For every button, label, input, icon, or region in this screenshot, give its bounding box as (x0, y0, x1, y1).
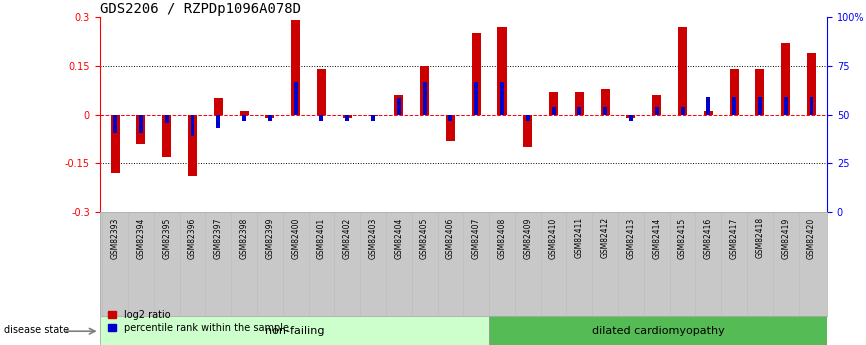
Bar (629, 115, 633, 121)
Bar (497, 27, 507, 115)
Text: non-failing: non-failing (265, 326, 324, 336)
Bar (191, 115, 194, 136)
Bar (758, 97, 762, 115)
Bar (472, 33, 481, 115)
Text: GSM82396: GSM82396 (188, 217, 197, 259)
Bar (294, 82, 298, 115)
Bar (162, 115, 171, 157)
Bar (575, 92, 584, 115)
Text: GSM82398: GSM82398 (240, 217, 249, 259)
Text: GSM82402: GSM82402 (343, 217, 352, 259)
Bar (704, 111, 713, 115)
Legend: log2 ratio, percentile rank within the sample: log2 ratio, percentile rank within the s… (105, 306, 293, 337)
Bar (139, 115, 143, 132)
Bar (268, 115, 272, 121)
Bar (216, 115, 220, 128)
Bar (810, 97, 813, 115)
Bar (240, 111, 249, 115)
Bar (578, 107, 581, 115)
Bar (681, 107, 684, 115)
Bar (784, 97, 788, 115)
Text: GSM82399: GSM82399 (265, 217, 275, 259)
Text: GSM82415: GSM82415 (678, 217, 687, 259)
Text: GSM82407: GSM82407 (472, 217, 481, 259)
Bar (100, 316, 489, 345)
Text: GSM82410: GSM82410 (549, 217, 558, 259)
Bar (423, 82, 427, 115)
Bar (733, 97, 736, 115)
Bar (188, 115, 197, 176)
Bar (317, 69, 326, 115)
Text: GSM82401: GSM82401 (317, 217, 326, 259)
Bar (655, 107, 659, 115)
Bar (265, 115, 275, 118)
Text: GSM82406: GSM82406 (446, 217, 455, 259)
Bar (346, 115, 349, 121)
Text: GSM82394: GSM82394 (136, 217, 145, 259)
Text: GSM82403: GSM82403 (369, 217, 378, 259)
Bar (242, 115, 246, 121)
Text: GSM82400: GSM82400 (291, 217, 301, 259)
Bar (113, 115, 117, 132)
Text: GSM82397: GSM82397 (214, 217, 223, 259)
Bar (449, 115, 452, 121)
Text: GSM82393: GSM82393 (111, 217, 120, 259)
Bar (626, 115, 636, 118)
Bar (111, 115, 120, 173)
Text: GSM82409: GSM82409 (523, 217, 533, 259)
Text: dilated cardiomyopathy: dilated cardiomyopathy (591, 326, 725, 336)
Bar (397, 98, 401, 115)
Bar (755, 69, 765, 115)
Bar (136, 115, 145, 144)
Bar (446, 115, 455, 141)
Bar (394, 95, 404, 115)
Bar (523, 115, 533, 147)
Text: GSM82419: GSM82419 (781, 217, 791, 259)
Text: GSM82417: GSM82417 (730, 217, 739, 259)
Bar (652, 95, 662, 115)
Text: GSM82418: GSM82418 (755, 217, 765, 258)
Bar (343, 115, 352, 118)
Text: disease state: disease state (4, 325, 69, 335)
Bar (781, 43, 791, 115)
Text: GSM82411: GSM82411 (575, 217, 584, 258)
Bar (489, 316, 827, 345)
Bar (807, 53, 816, 115)
Bar (552, 107, 555, 115)
Bar (475, 82, 478, 115)
Bar (320, 115, 323, 121)
Text: GSM82404: GSM82404 (394, 217, 404, 259)
Bar (500, 82, 504, 115)
Bar (372, 115, 375, 121)
Bar (601, 89, 610, 115)
Text: GSM82405: GSM82405 (420, 217, 430, 259)
Bar (420, 66, 430, 115)
Bar (165, 115, 169, 123)
Bar (549, 92, 558, 115)
Text: GSM82412: GSM82412 (601, 217, 610, 258)
Bar (604, 107, 607, 115)
Bar (214, 98, 223, 115)
Bar (707, 97, 710, 115)
Text: GDS2206 / RZPDp1096A078D: GDS2206 / RZPDp1096A078D (100, 2, 301, 16)
Text: GSM82408: GSM82408 (497, 217, 507, 259)
Bar (678, 27, 687, 115)
Text: GSM82414: GSM82414 (652, 217, 662, 259)
Bar (526, 115, 530, 121)
Text: GSM82413: GSM82413 (626, 217, 636, 259)
Bar (730, 69, 739, 115)
Bar (291, 20, 301, 115)
Text: GSM82420: GSM82420 (807, 217, 816, 259)
Bar (369, 115, 378, 116)
Text: GSM82416: GSM82416 (704, 217, 713, 259)
Text: GSM82395: GSM82395 (162, 217, 171, 259)
